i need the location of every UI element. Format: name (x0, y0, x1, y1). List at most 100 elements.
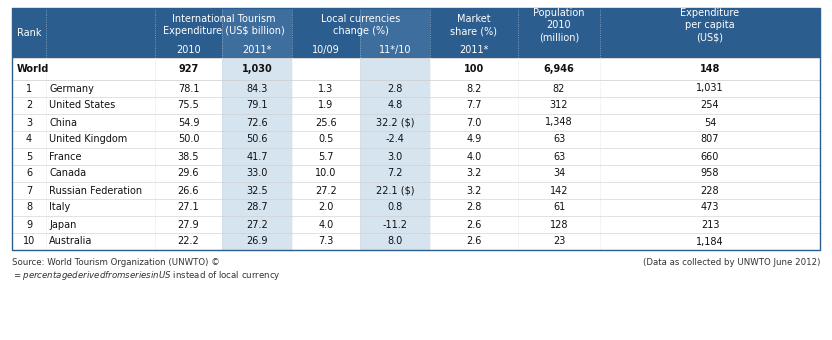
Bar (12, 8, 820, 58)
Text: 2011*: 2011* (242, 45, 272, 55)
Text: 9: 9 (26, 220, 32, 230)
Text: 27.9: 27.9 (178, 220, 200, 230)
Text: 6,946: 6,946 (543, 64, 574, 74)
Text: China: China (49, 118, 77, 128)
Text: 4.0: 4.0 (319, 220, 334, 230)
Text: 958: 958 (701, 169, 719, 178)
Text: 148: 148 (700, 64, 721, 74)
Text: France: France (49, 152, 82, 162)
Text: 78.1: 78.1 (178, 84, 199, 94)
Text: 22.1 ($): 22.1 ($) (376, 186, 414, 196)
Text: 3.0: 3.0 (388, 152, 403, 162)
Text: Local currencies
change (%): Local currencies change (%) (321, 14, 401, 36)
Text: Canada: Canada (49, 169, 87, 178)
Text: 927: 927 (178, 64, 199, 74)
Text: Market
share (%): Market share (%) (450, 14, 498, 36)
Text: 22.2: 22.2 (177, 237, 200, 246)
Text: 25.6: 25.6 (315, 118, 337, 128)
Text: 38.5: 38.5 (178, 152, 199, 162)
Text: United States: United States (49, 101, 116, 111)
Text: 84.3: 84.3 (246, 84, 268, 94)
Text: 4.9: 4.9 (467, 135, 482, 144)
Text: 41.7: 41.7 (246, 152, 268, 162)
Text: (Data as collected by UNWTO June 2012): (Data as collected by UNWTO June 2012) (642, 258, 820, 267)
Text: 8.0: 8.0 (388, 237, 403, 246)
Text: -11.2: -11.2 (383, 220, 408, 230)
Text: 2: 2 (26, 101, 32, 111)
Text: 3.2: 3.2 (466, 186, 482, 196)
Text: 5: 5 (26, 152, 32, 162)
Text: 7.3: 7.3 (319, 237, 334, 246)
Text: Russian Federation: Russian Federation (49, 186, 142, 196)
Text: 2011*: 2011* (459, 45, 488, 55)
Text: 3.2: 3.2 (466, 169, 482, 178)
Text: Italy: Italy (49, 203, 70, 212)
Text: 27.2: 27.2 (246, 220, 268, 230)
Text: 75.5: 75.5 (177, 101, 200, 111)
Text: 27.2: 27.2 (315, 186, 337, 196)
Text: 142: 142 (550, 186, 568, 196)
Text: Population
2010
(million): Population 2010 (million) (533, 8, 585, 42)
Text: 228: 228 (701, 186, 720, 196)
Text: 27.1: 27.1 (178, 203, 200, 212)
Text: 128: 128 (550, 220, 568, 230)
Text: 2.8: 2.8 (466, 203, 482, 212)
Text: 11*/10: 11*/10 (379, 45, 411, 55)
Text: 1,031: 1,031 (696, 84, 724, 94)
Text: 1,030: 1,030 (241, 64, 272, 74)
Bar (222, 58, 292, 250)
Text: 8: 8 (26, 203, 32, 212)
Text: 807: 807 (701, 135, 719, 144)
Text: 28.7: 28.7 (246, 203, 268, 212)
Text: World: World (17, 64, 49, 74)
Text: 61: 61 (553, 203, 565, 212)
Text: Australia: Australia (49, 237, 92, 246)
Text: 1: 1 (26, 84, 32, 94)
Text: $ = percentage derived from series in US$ instead of local currency: $ = percentage derived from series in US… (12, 269, 280, 282)
Text: 473: 473 (701, 203, 719, 212)
Text: 50.6: 50.6 (246, 135, 268, 144)
Text: 2.6: 2.6 (466, 237, 482, 246)
Text: 50.0: 50.0 (178, 135, 199, 144)
Text: Source: World Tourism Organization (UNWTO) ©: Source: World Tourism Organization (UNWT… (12, 258, 220, 267)
Text: 72.6: 72.6 (246, 118, 268, 128)
Bar (222, 8, 292, 58)
Text: 100: 100 (464, 64, 484, 74)
Text: 4: 4 (26, 135, 32, 144)
Text: 63: 63 (553, 135, 565, 144)
Text: 23: 23 (552, 237, 565, 246)
Text: 7.2: 7.2 (387, 169, 403, 178)
Text: 10.0: 10.0 (315, 169, 337, 178)
Text: 1,184: 1,184 (696, 237, 724, 246)
Text: 4.0: 4.0 (467, 152, 482, 162)
Text: Expenditure
per capita
(US$): Expenditure per capita (US$) (681, 8, 740, 42)
Text: 33.0: 33.0 (246, 169, 268, 178)
Text: Germany: Germany (49, 84, 94, 94)
Text: 1,348: 1,348 (545, 118, 572, 128)
Text: 7: 7 (26, 186, 32, 196)
Text: 29.6: 29.6 (178, 169, 199, 178)
Text: 63: 63 (553, 152, 565, 162)
Text: 10: 10 (22, 237, 35, 246)
Text: 8.2: 8.2 (466, 84, 482, 94)
Text: 2010: 2010 (176, 45, 201, 55)
Text: 5.7: 5.7 (319, 152, 334, 162)
Text: 82: 82 (552, 84, 565, 94)
Text: 6: 6 (26, 169, 32, 178)
Text: 7.7: 7.7 (466, 101, 482, 111)
Text: Japan: Japan (49, 220, 77, 230)
Text: 32.5: 32.5 (246, 186, 268, 196)
Text: 26.9: 26.9 (246, 237, 268, 246)
Bar (360, 8, 430, 58)
Bar (12, 58, 820, 250)
Text: 54: 54 (704, 118, 716, 128)
Text: 34: 34 (553, 169, 565, 178)
Text: 1.9: 1.9 (319, 101, 334, 111)
Text: 1.3: 1.3 (319, 84, 334, 94)
Text: 254: 254 (701, 101, 720, 111)
Text: 2.6: 2.6 (466, 220, 482, 230)
Text: 32.2 ($): 32.2 ($) (376, 118, 414, 128)
Text: 0.5: 0.5 (319, 135, 334, 144)
Text: 7.0: 7.0 (466, 118, 482, 128)
Text: International Tourism
Expenditure (US$ billion): International Tourism Expenditure (US$ b… (162, 14, 285, 36)
